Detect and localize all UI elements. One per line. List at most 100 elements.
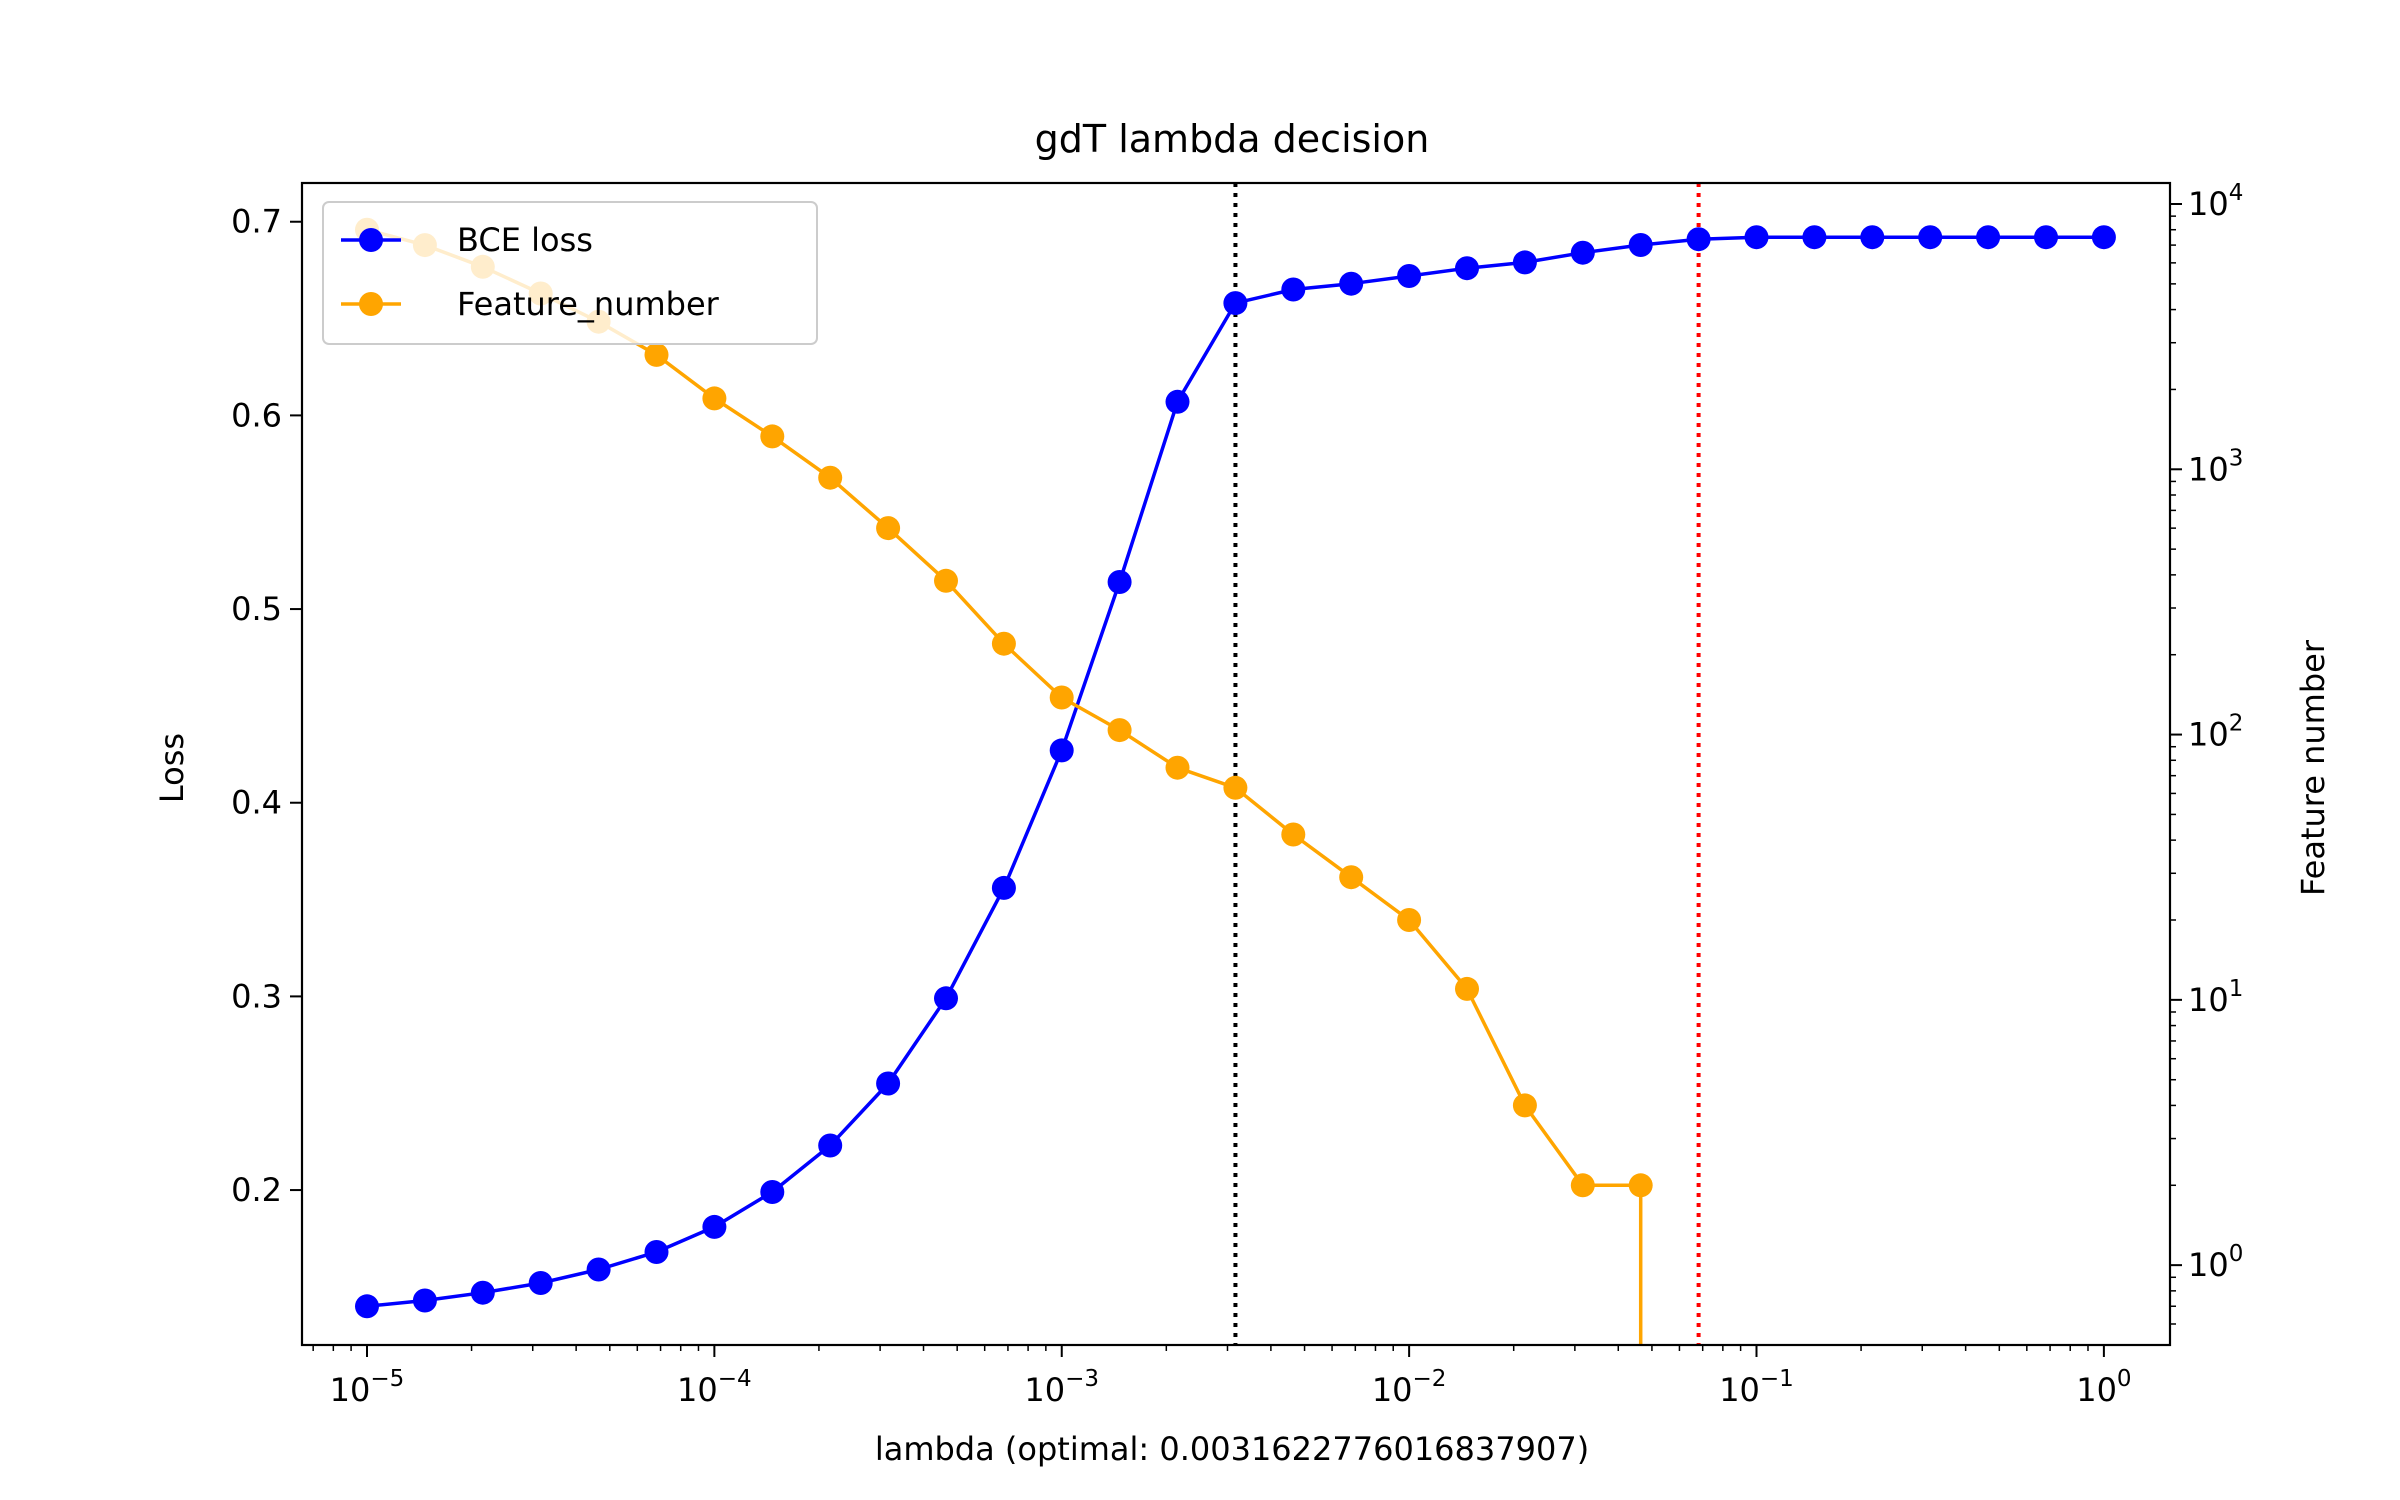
series-1-point-9 bbox=[876, 516, 901, 541]
y-right-tick-label-3-base: 10 bbox=[2188, 450, 2229, 488]
series-0 bbox=[355, 225, 2116, 1319]
x-tick-label-0-base: 10 bbox=[330, 1371, 371, 1409]
legend-marker-0 bbox=[359, 228, 383, 252]
series-0-point-19 bbox=[1455, 256, 1479, 281]
y-right-tick-label-4: 104 bbox=[2188, 180, 2243, 223]
series-1-point-11 bbox=[991, 631, 1016, 656]
series-1-point-21 bbox=[1570, 1173, 1595, 1198]
series-1 bbox=[355, 217, 1653, 1345]
x-tick-label-4: 10−1 bbox=[1719, 1366, 1794, 1409]
series-0-point-3 bbox=[528, 1271, 553, 1295]
series-1-point-12 bbox=[1049, 685, 1074, 710]
x-tick-label-1-exp: −4 bbox=[718, 1366, 752, 1392]
series-0-point-18 bbox=[1397, 264, 1422, 288]
y-right-tick-label-1-base: 10 bbox=[2188, 981, 2229, 1019]
series-0-point-15 bbox=[1223, 291, 1248, 316]
series-1-point-14 bbox=[1165, 755, 1190, 780]
series-0-point-8 bbox=[818, 1133, 843, 1158]
series-1-point-13 bbox=[1107, 718, 1132, 743]
series-1-point-7 bbox=[760, 424, 785, 449]
reference-lines bbox=[1233, 183, 1701, 1345]
series-0-point-17 bbox=[1339, 271, 1364, 296]
series-1-point-18 bbox=[1397, 908, 1422, 932]
legend-box bbox=[322, 201, 818, 345]
legend: BCE loss Feature_number bbox=[322, 201, 818, 345]
series-0-point-11 bbox=[991, 875, 1016, 900]
series-0-point-29 bbox=[2034, 225, 2058, 250]
series-0-point-12 bbox=[1049, 738, 1074, 763]
y-right-tick-label-0: 100 bbox=[2188, 1241, 2243, 1284]
x-axis-label: lambda (optimal: 0.0031622776016837907) bbox=[875, 1430, 1589, 1468]
series-0-point-22 bbox=[1628, 233, 1653, 257]
series-1-point-15 bbox=[1223, 775, 1248, 800]
series-0-point-4 bbox=[586, 1257, 611, 1282]
x-tick-label-3: 10−2 bbox=[1372, 1366, 1447, 1409]
series-0-point-1 bbox=[412, 1288, 437, 1313]
series-0-point-25 bbox=[1802, 225, 1827, 250]
x-axis: 10−5 10−4 10−3 10−2 10−1 100 bbox=[312, 1345, 2132, 1409]
chart-title: gdT lambda decision bbox=[1035, 117, 1430, 161]
series-1-point-6 bbox=[702, 386, 727, 411]
series-0-point-14 bbox=[1165, 389, 1190, 414]
y-right-tick-label-2-exp: 2 bbox=[2229, 711, 2244, 737]
legend-label-1: Feature_number bbox=[457, 285, 720, 323]
series-0-point-27 bbox=[1918, 225, 1943, 250]
legend-label-0: BCE loss bbox=[457, 221, 593, 259]
y-right-tick-label-1: 101 bbox=[2188, 976, 2243, 1019]
x-tick-label-5: 100 bbox=[2076, 1366, 2131, 1409]
x-tick-label-5-exp: 0 bbox=[2117, 1366, 2132, 1392]
x-tick-label-5-base: 10 bbox=[2076, 1371, 2117, 1409]
series-0-point-7 bbox=[760, 1180, 785, 1204]
series-1-point-19 bbox=[1455, 976, 1479, 1001]
y-left-tick-label-2: 0.4 bbox=[231, 784, 282, 822]
y-right-tick-label-4-base: 10 bbox=[2188, 185, 2229, 223]
series-1-point-16 bbox=[1281, 822, 1306, 847]
y-axis-label-right: Feature number bbox=[2294, 639, 2332, 896]
series-0-point-20 bbox=[1512, 250, 1537, 275]
series-0-point-5 bbox=[644, 1240, 669, 1264]
series-1-point-20 bbox=[1512, 1093, 1537, 1118]
y-right-tick-label-3-exp: 3 bbox=[2229, 445, 2244, 471]
x-tick-label-0-exp: −5 bbox=[370, 1366, 404, 1392]
series-0-point-0 bbox=[355, 1294, 379, 1319]
y-right-tick-label-1-exp: 1 bbox=[2229, 976, 2244, 1002]
y-left-tick-label-5: 0.7 bbox=[231, 203, 282, 241]
x-tick-label-3-exp: −2 bbox=[1413, 1366, 1447, 1392]
x-tick-label-0: 10−5 bbox=[330, 1366, 405, 1409]
y-left-tick-label-3: 0.5 bbox=[231, 590, 282, 628]
series-0-point-28 bbox=[1976, 225, 2001, 250]
series-1-point-17 bbox=[1339, 865, 1364, 890]
series-1-point-5 bbox=[644, 342, 669, 367]
y-right-tick-label-4-exp: 4 bbox=[2229, 180, 2244, 206]
y-right-tick-label-2-base: 10 bbox=[2188, 716, 2229, 754]
series-0-point-30 bbox=[2091, 225, 2116, 250]
series-1-point-22 bbox=[1628, 1173, 1653, 1198]
x-tick-label-3-base: 10 bbox=[1372, 1371, 1413, 1409]
y-axis-label-left: Loss bbox=[153, 733, 191, 803]
y-right-tick-label-0-exp: 0 bbox=[2229, 1241, 2244, 1267]
series-1-point-10 bbox=[934, 568, 958, 593]
y-right-tick-label-3: 103 bbox=[2188, 445, 2243, 488]
y-axis-left: 0.2 0.3 0.4 0.5 0.6 0.7 bbox=[231, 203, 302, 1209]
x-tick-label-2-exp: −3 bbox=[1065, 1366, 1099, 1392]
series-1-point-8 bbox=[818, 465, 843, 490]
y-left-tick-label-0: 0.2 bbox=[231, 1171, 282, 1209]
x-tick-label-4-exp: −1 bbox=[1760, 1366, 1794, 1392]
y-left-tick-label-4: 0.6 bbox=[231, 396, 282, 434]
plot-area-frame bbox=[300, 181, 2172, 1347]
series-0-point-23 bbox=[1686, 227, 1711, 252]
x-tick-label-2-base: 10 bbox=[1024, 1371, 1065, 1409]
series-0-point-21 bbox=[1570, 240, 1595, 265]
series-line-1 bbox=[366, 228, 1643, 1345]
series-0-point-13 bbox=[1107, 570, 1132, 594]
y-right-tick-label-0-base: 10 bbox=[2188, 1246, 2229, 1284]
series-0-point-10 bbox=[934, 986, 958, 1011]
series-0-point-9 bbox=[876, 1071, 901, 1096]
legend-marker-1 bbox=[359, 292, 383, 316]
x-tick-label-4-base: 10 bbox=[1719, 1371, 1760, 1409]
x-tick-label-1-base: 10 bbox=[677, 1371, 718, 1409]
series-0-point-6 bbox=[702, 1214, 727, 1239]
series-0-point-26 bbox=[1860, 225, 1885, 250]
